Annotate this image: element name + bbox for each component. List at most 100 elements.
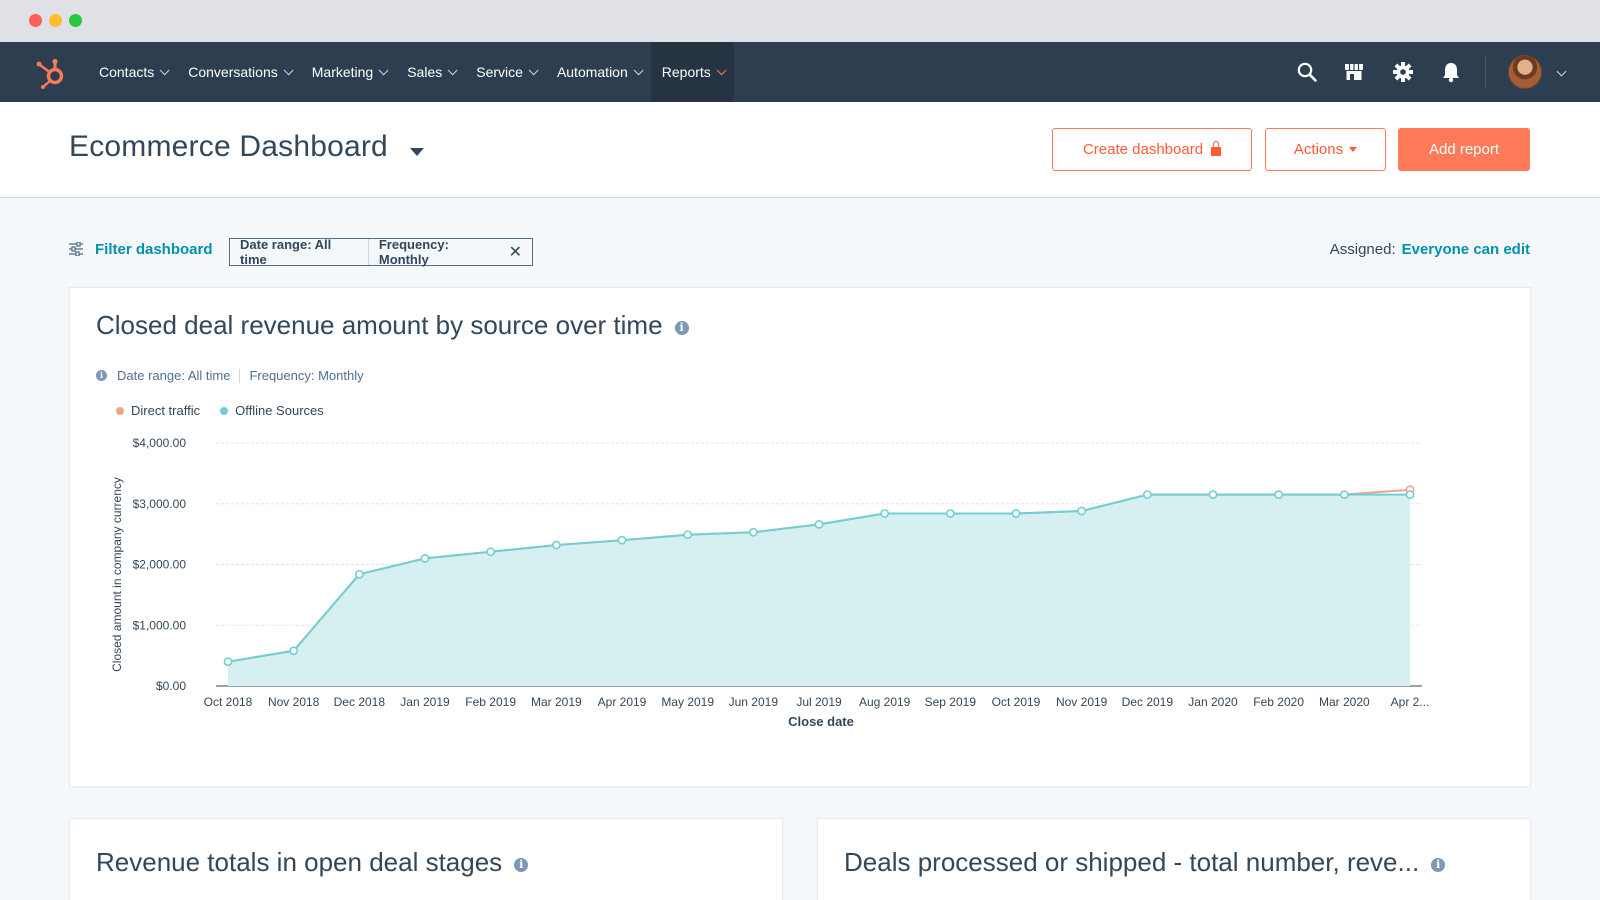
x-tick-label: Jun 2019 [729,695,779,709]
data-point-offline-sources [880,509,890,518]
y-tick-label: $2,000.00 [133,558,187,572]
report-title-text: Deals processed or shipped - total numbe… [844,847,1420,877]
info-icon: i [96,370,107,381]
assigned-info: Assigned: Everyone can edit [1330,241,1530,258]
info-icon[interactable]: i [674,321,689,335]
x-tick-label: Mar 2020 [1319,695,1370,709]
filter-sliders-icon[interactable] [69,242,83,256]
x-tick-label: Mar 2019 [531,695,582,709]
nav-automation[interactable]: Automation [546,42,651,102]
active-filter-chip[interactable]: Date range: All time Frequency: Monthly … [229,237,533,267]
nav-reports[interactable]: Reports [650,42,734,102]
x-tick-label: Nov 2019 [1056,695,1108,709]
add-report-label: Add report [1428,141,1500,158]
lock-icon [1211,141,1222,156]
nav-marketing-label: Marketing [311,64,374,80]
data-point-offline-sources [223,657,233,667]
x-tick-label: Apr 2... [1391,695,1430,709]
dashboard-header: Ecommerce Dashboard Create dashboard Act… [0,102,1600,198]
data-point-offline-sources [1142,490,1152,500]
x-tick-label: May 2019 [661,695,714,709]
actions-button[interactable]: Actions [1265,128,1386,171]
x-tick-label: Feb 2019 [465,695,516,709]
assigned-permission-link[interactable]: Everyone can edit [1401,241,1530,258]
x-tick-label: Jul 2019 [796,695,842,709]
report-frequency: Frequency: Monthly [249,368,364,383]
chevron-down-icon [716,64,727,75]
actions-label: Actions [1293,141,1344,158]
data-point-offline-sources [1339,490,1349,500]
data-point-offline-sources [1077,506,1087,516]
x-tick-label: Oct 2019 [992,695,1041,709]
info-icon[interactable]: i [514,858,529,872]
chevron-down-icon [447,64,458,75]
data-point-offline-sources [814,520,824,529]
close-window-button[interactable] [29,14,42,27]
x-tick-label: Dec 2018 [334,695,386,709]
main-menu: Contacts Conversations Marketing Sales Servi… [88,42,734,102]
y-axis-title: Closed amount in company currency [110,477,124,672]
chevron-down-icon [159,64,170,75]
settings-gear-icon[interactable] [1392,61,1414,83]
nav-automation-label: Automation [556,64,628,80]
chevron-down-icon[interactable] [1556,66,1567,77]
dashboard-switcher-caret-icon[interactable] [410,148,424,156]
x-tick-label: Jan 2019 [400,695,450,709]
nav-service[interactable]: Service [465,42,546,102]
page-title: Ecommerce Dashboard [69,130,388,163]
nav-conversations[interactable]: Conversations [177,42,301,102]
data-point-offline-sources [945,509,955,518]
report-title: Deals processed or shipped - total numbe… [844,847,1446,878]
x-tick-label: Dec 2019 [1122,695,1174,709]
remove-filter-close-icon[interactable]: ✕ [508,244,522,261]
legend-item-direct-traffic[interactable]: Direct traffic [116,403,200,418]
nav-divider [1485,56,1486,88]
x-tick-label: Sep 2019 [925,695,977,709]
data-point-offline-sources [683,530,693,540]
legend-item-offline-sources[interactable]: Offline Sources [220,403,324,418]
search-icon[interactable] [1296,61,1318,83]
filter-dashboard-link[interactable]: Filter dashboard [95,241,213,258]
create-dashboard-button[interactable]: Create dashboard [1052,128,1252,171]
info-icon[interactable]: i [1431,858,1446,872]
user-avatar[interactable] [1508,55,1542,89]
legend-label: Offline Sources [235,403,324,418]
nav-contacts[interactable]: Contacts [88,42,177,102]
nav-marketing[interactable]: Marketing [301,42,396,102]
caret-down-icon [1349,147,1358,152]
x-tick-label: Aug 2019 [859,695,911,709]
report-title: Revenue totals in open deal stages i [96,847,529,878]
y-tick-label: $4,000.00 [133,436,187,450]
minimize-window-button[interactable] [49,14,62,27]
add-report-button[interactable]: Add report [1398,128,1530,171]
y-tick-label: $3,000.00 [133,497,187,511]
hubspot-logo-icon[interactable] [34,56,68,90]
meta-divider [239,368,241,383]
report-title-text: Revenue totals in open deal stages [96,847,503,877]
marketplace-icon[interactable] [1343,61,1365,83]
notifications-bell-icon[interactable] [1440,61,1462,83]
top-navigation: Contacts Conversations Marketing Sales Servi… [0,42,1600,102]
chevron-down-icon [283,64,294,75]
x-tick-label: Apr 2019 [598,695,647,709]
data-point-offline-sources [617,535,627,545]
window-chrome [0,0,1600,42]
nav-service-label: Service [476,64,523,80]
report-title: Closed deal revenue amount by source ove… [96,310,689,341]
data-point-offline-sources [354,569,364,579]
filter-chip-date-range: Date range: All time [240,237,332,267]
series-area-offline-sources [228,494,1410,686]
data-point-offline-sources [289,646,299,656]
report-card-revenue-totals: Revenue totals in open deal stages i [69,818,783,900]
x-tick-label: Oct 2018 [204,695,253,709]
nav-sales[interactable]: Sales [396,42,465,102]
report-meta: i Date range: All time Frequency: Monthl… [96,368,364,383]
chevron-down-icon [633,64,644,75]
nav-contacts-label: Contacts [99,64,155,80]
data-point-offline-sources [748,527,758,537]
maximize-window-button[interactable] [69,14,82,27]
chart-legend: Direct traffic Offline Sources [116,403,344,418]
nav-sales-label: Sales [407,64,443,80]
legend-dot-icon [116,406,124,415]
data-point-offline-sources [551,540,561,550]
